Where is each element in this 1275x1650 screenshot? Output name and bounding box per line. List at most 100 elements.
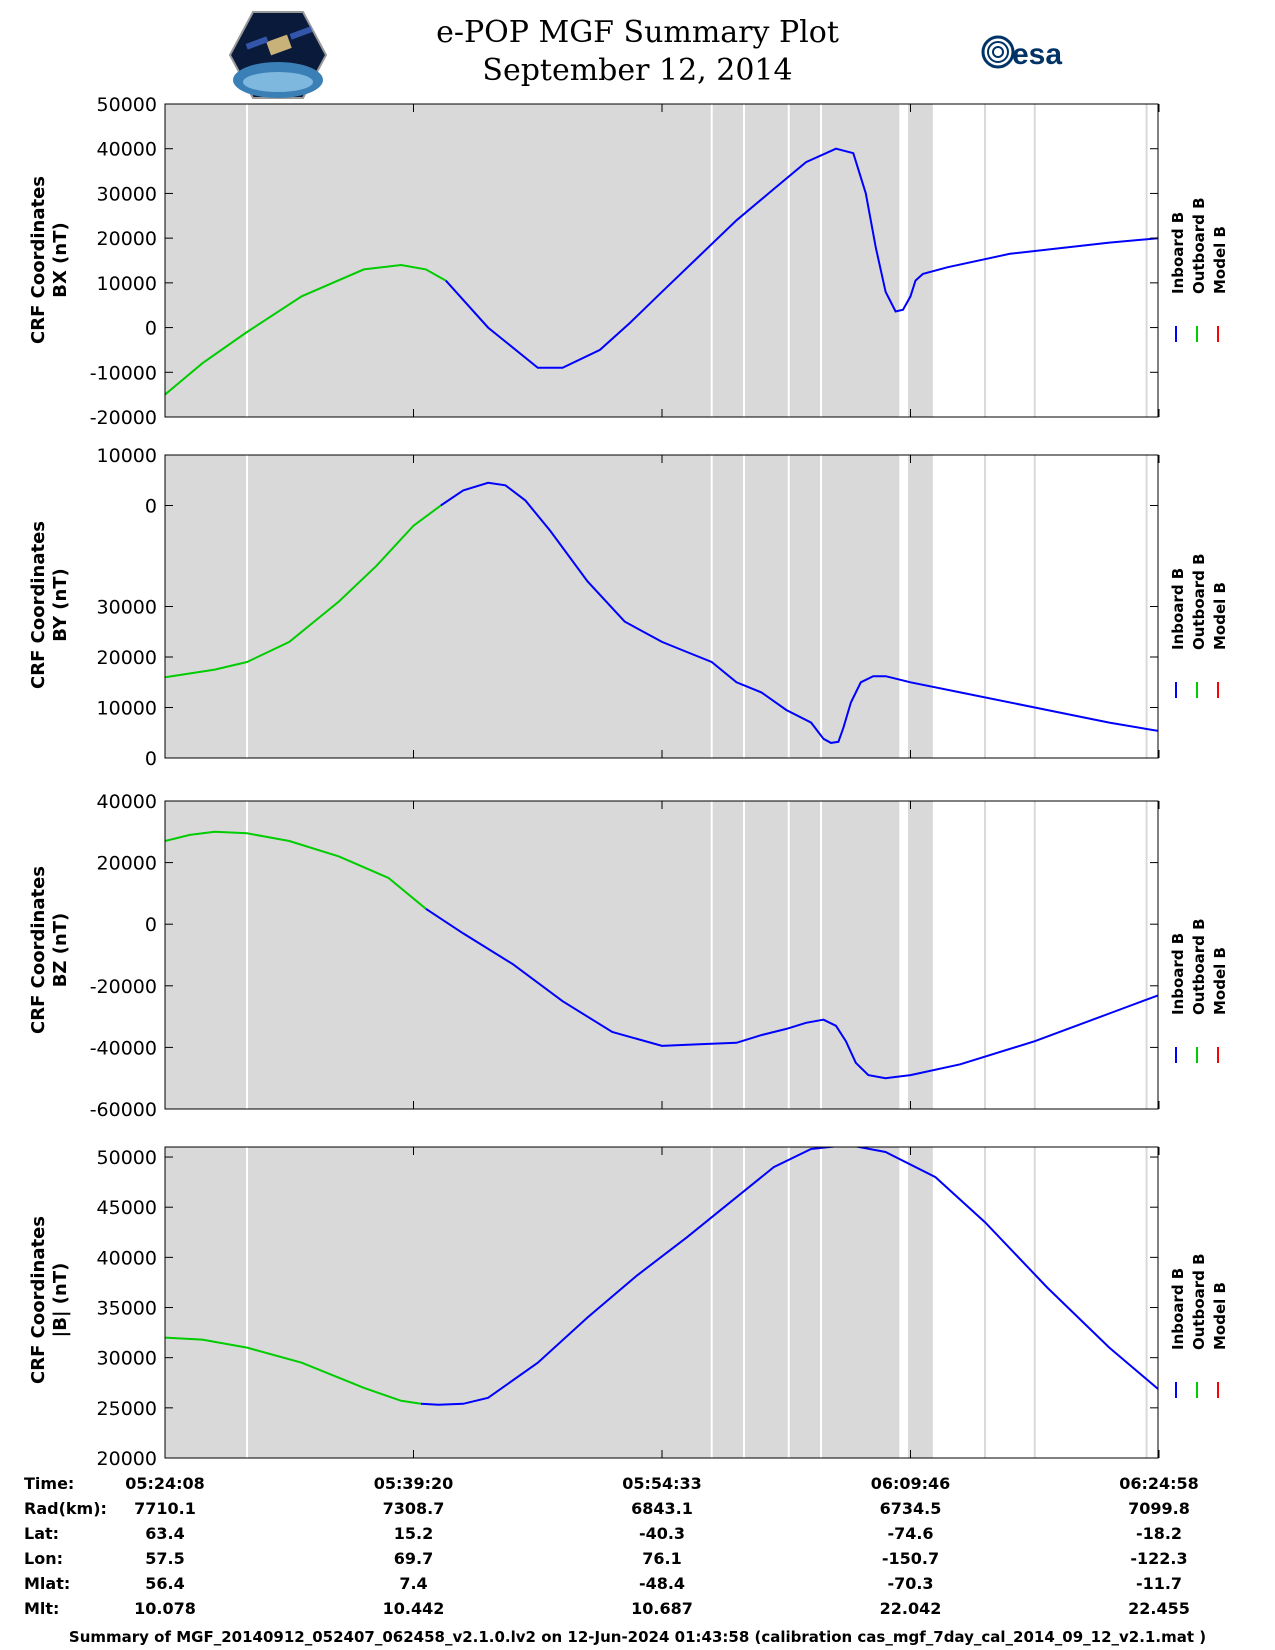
table-cell: 05:54:33 bbox=[622, 1474, 702, 1493]
y-tick-label: 10000 bbox=[97, 698, 157, 720]
table-cell: 69.7 bbox=[393, 1549, 434, 1568]
title-line-2: September 12, 2014 bbox=[482, 53, 793, 88]
table-cell: 10.442 bbox=[382, 1599, 445, 1618]
y-tick-label: 10000 bbox=[97, 273, 157, 295]
inboard-series-line bbox=[425, 907, 1158, 1080]
table-cell: 22.042 bbox=[879, 1599, 942, 1618]
page-title: e-POP MGF Summary Plot September 12, 201… bbox=[0, 14, 1275, 90]
y-tick-label: 40000 bbox=[97, 791, 157, 813]
y-tick-label: -10000 bbox=[90, 362, 157, 384]
y-axis-label: CRF CoordinatesBX (nT) bbox=[28, 176, 71, 344]
table-cell: 6734.5 bbox=[879, 1499, 942, 1518]
table-cell: 10.078 bbox=[134, 1599, 196, 1618]
esa-logo-icon: esa bbox=[981, 35, 1062, 71]
y-tick-label: 0 bbox=[145, 318, 157, 340]
table-cell: 7.4 bbox=[399, 1574, 428, 1593]
table-cell: 15.2 bbox=[393, 1524, 434, 1543]
legend-label: Inboard B bbox=[1169, 933, 1187, 1015]
table-cell: -122.3 bbox=[1130, 1549, 1188, 1568]
table-cell: 57.5 bbox=[145, 1549, 185, 1568]
shaded-region bbox=[908, 455, 933, 758]
table-cell: 56.4 bbox=[145, 1574, 185, 1593]
legend-label: Model B bbox=[1211, 947, 1229, 1015]
satellite-mission-badge-icon bbox=[228, 11, 328, 99]
legend-label: Model B bbox=[1211, 1282, 1229, 1350]
y-tick-label: 30000 bbox=[97, 597, 157, 619]
y-tick-label: 20000 bbox=[97, 1448, 157, 1470]
legend-label: Outboard B bbox=[1190, 1253, 1208, 1350]
shaded-region bbox=[165, 104, 900, 417]
y-tick-label: 25000 bbox=[97, 1398, 157, 1420]
y-tick-label: -20000 bbox=[90, 976, 157, 998]
y-tick-label: 30000 bbox=[97, 183, 157, 205]
table-cell: -40.3 bbox=[638, 1524, 686, 1543]
legend-label: Model B bbox=[1211, 226, 1229, 294]
y-tick-label: 35000 bbox=[97, 1298, 157, 1320]
outboard-series-line bbox=[165, 263, 447, 396]
table-row-label: Lat: bbox=[24, 1524, 60, 1543]
y-axis-label: CRF CoordinatesBZ (nT) bbox=[28, 866, 71, 1034]
y-tick-label: -40000 bbox=[90, 1037, 157, 1059]
y-tick-label: 0 bbox=[145, 748, 157, 770]
legend-label: Model B bbox=[1211, 582, 1229, 650]
y-tick-label: 50000 bbox=[97, 1147, 157, 1169]
legend: Inboard B Outboard B Model B bbox=[1169, 1253, 1229, 1398]
y-axis-label: CRF CoordinatesBY (nT) bbox=[28, 521, 71, 689]
esa-logo-text: esa bbox=[1012, 38, 1062, 71]
table-cell: 06:09:46 bbox=[870, 1474, 951, 1493]
legend: Inboard B Outboard B Model B bbox=[1169, 918, 1229, 1063]
table-row-label: Time: bbox=[24, 1474, 75, 1493]
y-tick-label: 20000 bbox=[97, 647, 157, 669]
inboard-series-line bbox=[440, 481, 1158, 744]
table-cell: -11.7 bbox=[1135, 1574, 1183, 1593]
legend-label: Outboard B bbox=[1190, 197, 1208, 294]
y-tick-label: -20000 bbox=[90, 407, 157, 429]
shaded-region bbox=[908, 104, 933, 417]
table-cell: 7308.7 bbox=[382, 1499, 445, 1518]
panel-by: 0 10000 20000 30000 0 10000 CRF CoordinatesBY … bbox=[28, 445, 1229, 770]
panel-bx: -20000 -10000 0 10000 20000 30000 40000 50000 CR… bbox=[28, 94, 1229, 429]
table-cell: -150.7 bbox=[881, 1549, 940, 1568]
legend-label: Inboard B bbox=[1169, 568, 1187, 650]
table-cell: 6843.1 bbox=[631, 1499, 693, 1518]
legend: Inboard B Outboard B Model B bbox=[1169, 197, 1229, 342]
table-cell: -48.4 bbox=[638, 1574, 686, 1593]
legend: Inboard B Outboard B Model B bbox=[1169, 553, 1229, 698]
y-tick-label: 0 bbox=[145, 496, 157, 518]
outboard-series-line bbox=[165, 1336, 422, 1405]
legend-label: Inboard B bbox=[1169, 212, 1187, 294]
legend-label: Outboard B bbox=[1190, 553, 1208, 650]
footer-caption: Summary of MGF_20140912_052407_062458_v2… bbox=[68, 1628, 1207, 1646]
table-cell: 05:39:20 bbox=[373, 1474, 454, 1493]
table-cell: -70.3 bbox=[887, 1574, 934, 1593]
y-tick-label: 40000 bbox=[97, 139, 157, 161]
table-row-label: Mlat: bbox=[24, 1574, 71, 1593]
y-tick-label: 0 bbox=[145, 914, 157, 936]
legend-label: Outboard B bbox=[1190, 918, 1208, 1015]
inboard-series-line bbox=[420, 1147, 1158, 1406]
outboard-series-line bbox=[165, 504, 442, 679]
table-row-label: Mlt: bbox=[24, 1599, 60, 1618]
y-tick-label: 30000 bbox=[97, 1348, 157, 1370]
y-tick-label: 10000 bbox=[97, 445, 157, 467]
shaded-region bbox=[165, 1147, 900, 1458]
shaded-region bbox=[165, 455, 900, 758]
shaded-region bbox=[165, 801, 900, 1109]
table-cell: -74.6 bbox=[887, 1524, 934, 1543]
shaded-region bbox=[908, 1147, 933, 1458]
title-line-1: e-POP MGF Summary Plot bbox=[436, 15, 839, 50]
y-tick-label: -60000 bbox=[90, 1099, 157, 1121]
table-cell: 7710.1 bbox=[134, 1499, 196, 1518]
panel-bmag: 20000 25000 30000 35000 40000 45000 50000 CRF C… bbox=[28, 1146, 1229, 1470]
table-cell: 05:24:08 bbox=[125, 1474, 205, 1493]
table-cell: 06:24:58 bbox=[1119, 1474, 1199, 1493]
y-tick-label: 40000 bbox=[97, 1247, 157, 1269]
table-row-label: Lon: bbox=[24, 1549, 63, 1568]
y-tick-label: 20000 bbox=[97, 228, 157, 250]
y-tick-label: 50000 bbox=[97, 94, 157, 116]
panel-bz: -60000 -40000 -20000 0 20000 40000 CRF Coordin… bbox=[28, 791, 1229, 1121]
y-axis-label: CRF Coordinates|B| (nT) bbox=[28, 1216, 71, 1384]
legend-label: Inboard B bbox=[1169, 1268, 1187, 1350]
inboard-series-line bbox=[445, 147, 1158, 369]
